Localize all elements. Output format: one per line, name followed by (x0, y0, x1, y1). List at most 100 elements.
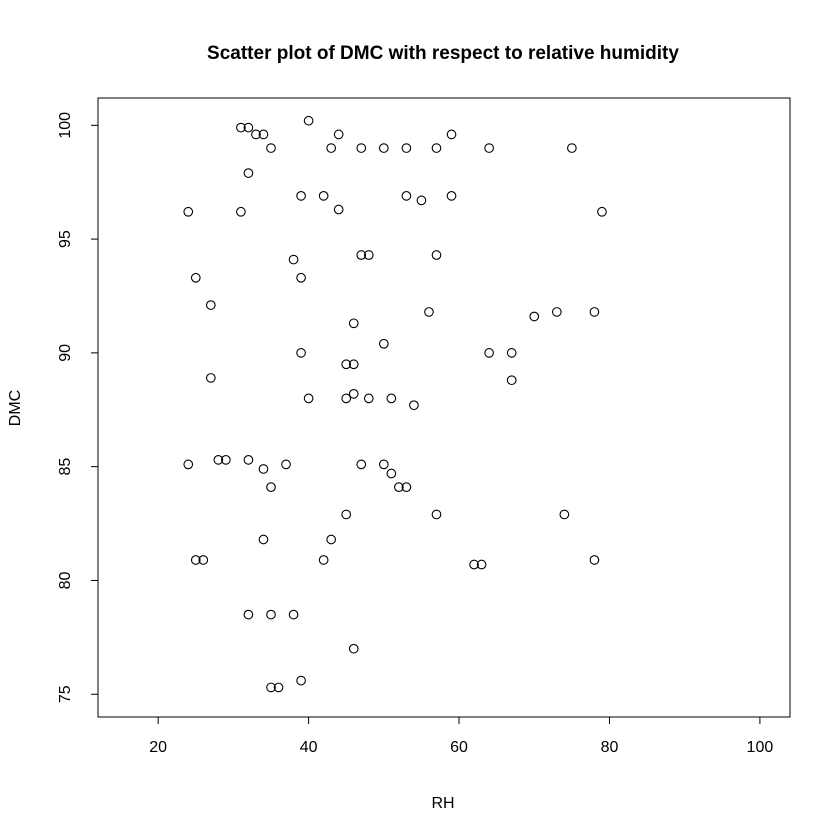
data-point (296, 191, 306, 201)
data-point (243, 122, 254, 133)
data-point (386, 393, 397, 404)
data-point (296, 272, 306, 283)
data-point (281, 459, 291, 470)
data-point (446, 129, 457, 140)
data-point (484, 143, 494, 153)
data-point (378, 459, 389, 470)
data-point (243, 609, 254, 620)
data-point (431, 250, 442, 260)
x-tick-label: 60 (450, 739, 468, 756)
data-point (326, 534, 337, 545)
y-tick-label: 95 (57, 230, 74, 248)
data-point (296, 675, 306, 686)
data-point (589, 555, 600, 565)
data-point (356, 143, 367, 153)
chart-title: Scatter plot of DMC with respect to rela… (207, 43, 679, 64)
data-point (431, 143, 442, 153)
data-point (476, 559, 487, 570)
data-point (401, 482, 412, 493)
data-point (506, 375, 517, 386)
data-point (597, 206, 607, 217)
y-tick-label: 90 (57, 344, 74, 362)
data-point (363, 393, 374, 404)
y-tick-label: 75 (57, 685, 74, 703)
data-point (378, 338, 389, 349)
data-point (258, 129, 269, 140)
data-point (341, 359, 352, 370)
data-point (221, 454, 231, 465)
data-point (567, 143, 577, 153)
data-point (551, 307, 562, 317)
y-axis-label: DMC (7, 390, 24, 426)
data-point (378, 143, 389, 153)
data-point (409, 400, 419, 411)
data-point (288, 609, 299, 620)
data-point (529, 311, 540, 322)
data-point (213, 454, 224, 465)
data-point (424, 307, 434, 317)
data-point (348, 388, 359, 399)
data-point (416, 195, 427, 206)
data-points (183, 115, 607, 693)
data-point (348, 318, 359, 329)
data-point (243, 454, 254, 465)
data-point (348, 643, 359, 654)
data-point (356, 250, 367, 260)
y-tick-label: 100 (57, 112, 74, 139)
data-point (348, 359, 359, 370)
data-point (318, 555, 329, 565)
data-point (394, 482, 404, 493)
data-point (303, 393, 314, 404)
data-point (431, 509, 442, 520)
data-point (183, 459, 194, 470)
data-point (258, 534, 269, 545)
data-point (326, 143, 337, 153)
plot-frame (97, 97, 791, 718)
data-point (341, 393, 352, 404)
data-point (401, 143, 412, 153)
data-point (236, 122, 246, 133)
data-point (333, 204, 344, 215)
data-point (251, 129, 261, 140)
data-point (589, 307, 600, 317)
data-point (446, 191, 457, 201)
data-point (559, 509, 570, 520)
data-point (190, 272, 201, 283)
data-point (243, 168, 254, 178)
x-axis-label: RH (431, 795, 454, 812)
data-point (266, 682, 276, 693)
data-point (266, 609, 276, 620)
data-point (484, 348, 494, 358)
data-point (183, 206, 194, 217)
data-point (296, 348, 306, 358)
data-point (273, 682, 284, 693)
x-tick-label: 40 (300, 739, 318, 756)
data-point (401, 191, 412, 201)
data-point (386, 468, 397, 479)
data-point (205, 300, 216, 310)
y-axis: 75 80 85 90 95 100 (57, 112, 99, 703)
data-point (205, 373, 216, 383)
x-axis: 20 40 60 80 100 (149, 716, 774, 756)
data-point (341, 509, 352, 520)
data-point (333, 129, 344, 140)
data-point (506, 348, 517, 358)
data-point (363, 250, 374, 260)
x-tick-label: 80 (601, 739, 619, 756)
data-point (236, 206, 246, 217)
data-point (266, 143, 276, 153)
data-point (258, 464, 269, 474)
x-tick-label: 100 (747, 739, 774, 756)
data-point (190, 555, 201, 565)
data-point (303, 115, 314, 126)
data-point (266, 482, 276, 493)
y-tick-label: 80 (57, 571, 74, 589)
data-point (318, 191, 329, 201)
x-tick-label: 20 (149, 739, 167, 756)
y-tick-label: 85 (57, 458, 74, 476)
data-point (469, 559, 479, 570)
data-point (356, 459, 367, 470)
data-point (198, 555, 209, 565)
data-point (288, 254, 299, 265)
